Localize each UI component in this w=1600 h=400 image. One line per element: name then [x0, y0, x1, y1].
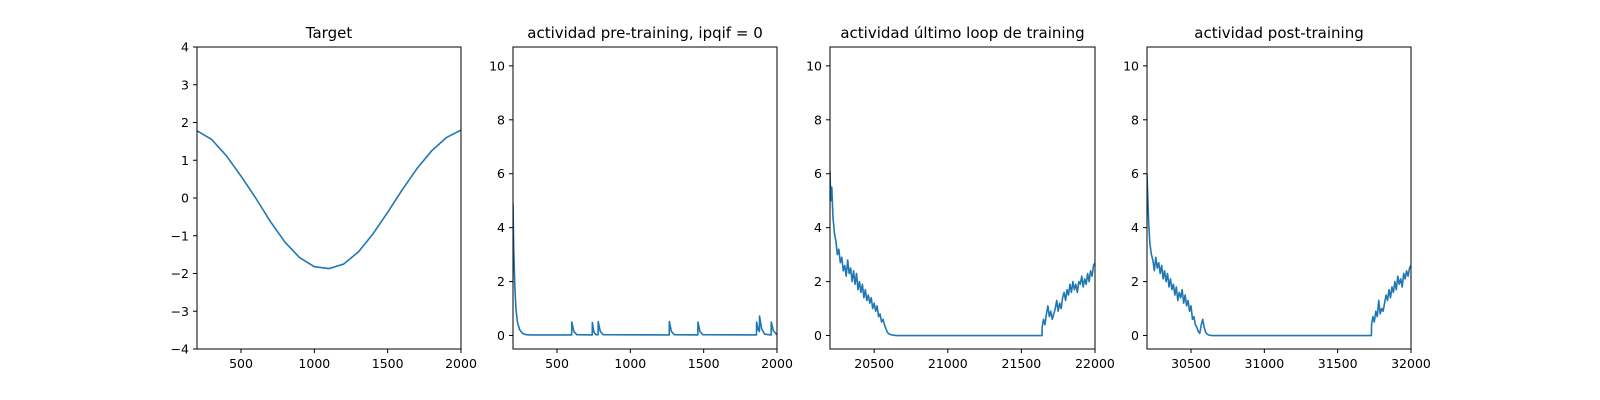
chart-last-training-loop: actividad último loop de training 20500 2…: [806, 24, 1115, 371]
y-tick-label: 6: [497, 166, 505, 181]
x-tick-label: 20500: [854, 356, 894, 371]
y-tick-label: 10: [1123, 58, 1139, 73]
y-tick-label: −4: [171, 342, 189, 357]
y-tick-label: 0: [497, 328, 505, 343]
y-tick-label: 4: [181, 40, 189, 55]
y-tick-label: 10: [806, 58, 822, 73]
x-tick-label: 1500: [688, 356, 720, 371]
y-tick-label: 8: [497, 112, 505, 127]
x-tick-label: 1000: [614, 356, 646, 371]
y-tick-label: 2: [1131, 274, 1139, 289]
axes-frame: [829, 46, 1096, 350]
x-tick-label: 500: [229, 356, 253, 371]
series-line-0: [197, 129, 461, 270]
y-tick-label: −2: [171, 266, 189, 281]
y-tick-label: 2: [181, 115, 189, 130]
y-tick-label: −1: [171, 228, 189, 243]
chart-pre-training: actividad pre-training, ipqif = 0 500 100…: [489, 24, 793, 371]
y-tick-label: 4: [814, 220, 822, 235]
chart-post-training: actividad post-training 30500 31000 31500 3…: [1123, 24, 1431, 371]
series-line-0: [830, 171, 1095, 337]
y-tick-label: 8: [1131, 112, 1139, 127]
series-line-0: [513, 203, 777, 336]
x-tick-label: 32000: [1391, 356, 1431, 371]
x-tick-label: 2000: [445, 356, 477, 371]
y-tick-label: 3: [181, 77, 189, 92]
y-tick-label: −3: [171, 304, 189, 319]
y-tick-label: 10: [489, 58, 505, 73]
x-tick-label: 1000: [298, 356, 330, 371]
x-tick-label: 21000: [928, 356, 968, 371]
y-tick-label: 6: [814, 166, 822, 181]
y-tick-label: 2: [497, 274, 505, 289]
y-tick-label: 0: [814, 328, 822, 343]
y-tick-label: 4: [1131, 220, 1139, 235]
x-tick-label: 500: [545, 356, 569, 371]
series-line-0: [1147, 173, 1411, 337]
x-tick-label: 30500: [1171, 356, 1211, 371]
y-tick-label: 0: [181, 191, 189, 206]
x-tick-label: 21500: [1002, 356, 1042, 371]
y-tick-label: 0: [1131, 328, 1139, 343]
x-tick-label: 31500: [1318, 356, 1358, 371]
x-tick-label: 22000: [1075, 356, 1115, 371]
x-tick-label: 2000: [761, 356, 793, 371]
chart-title-pre-training: actividad pre-training, ipqif = 0: [527, 24, 763, 42]
chart-target: Target 500 1000 1500 2000 −4 −3 −2 −1 0 1 2 3 4: [171, 24, 477, 371]
chart-title-post-training: actividad post-training: [1194, 24, 1363, 42]
y-tick-label: 8: [814, 112, 822, 127]
y-tick-label: 4: [497, 220, 505, 235]
x-tick-label: 1500: [372, 356, 404, 371]
y-tick-label: 2: [814, 274, 822, 289]
x-tick-label: 31000: [1244, 356, 1284, 371]
y-tick-label: 6: [1131, 166, 1139, 181]
axes-frame: [196, 46, 462, 350]
y-tick-label: 1: [181, 153, 189, 168]
axes-frame: [1146, 46, 1412, 350]
chart-title-last-training-loop: actividad último loop de training: [840, 24, 1084, 42]
axes-frame: [512, 46, 778, 350]
chart-title-target: Target: [305, 24, 353, 42]
